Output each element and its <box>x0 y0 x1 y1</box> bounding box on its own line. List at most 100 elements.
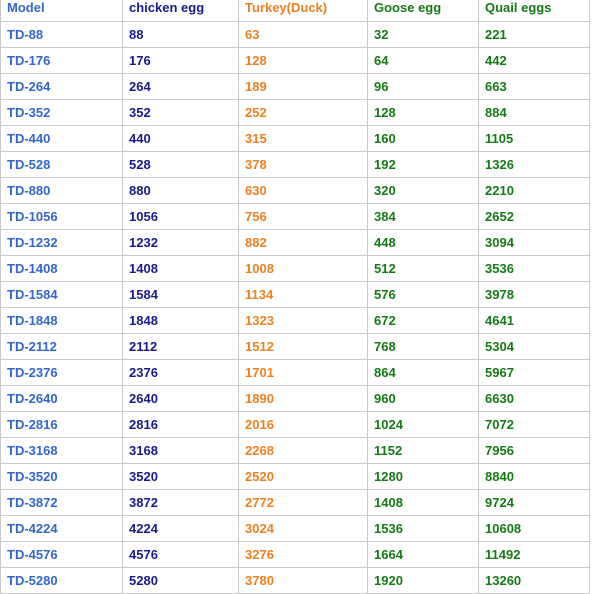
cell-goose-egg: 864 <box>367 359 479 386</box>
cell-quail-eggs: 442 <box>478 47 590 74</box>
table-row: TD-1232 1232 882 448 3094 <box>0 229 590 256</box>
cell-chicken-egg: 880 <box>122 177 239 204</box>
cell-goose-egg: 64 <box>367 47 479 74</box>
cell-turkey-duck: 378 <box>238 151 368 178</box>
cell-chicken-egg: 88 <box>122 21 239 48</box>
column-header-chicken-egg[interactable]: chicken egg <box>122 0 239 22</box>
cell-model: TD-4224 <box>0 515 123 542</box>
cell-turkey-duck: 189 <box>238 73 368 100</box>
cell-model: TD-2112 <box>0 333 123 360</box>
cell-goose-egg: 1024 <box>367 411 479 438</box>
cell-goose-egg: 1280 <box>367 463 479 490</box>
cell-quail-eggs: 10608 <box>478 515 590 542</box>
cell-goose-egg: 128 <box>367 99 479 126</box>
cell-quail-eggs: 6630 <box>478 385 590 412</box>
table-row: TD-880 880 630 320 2210 <box>0 177 590 204</box>
table-row: TD-528 528 378 192 1326 <box>0 151 590 178</box>
cell-goose-egg: 1152 <box>367 437 479 464</box>
cell-goose-egg: 96 <box>367 73 479 100</box>
cell-model: TD-2816 <box>0 411 123 438</box>
column-header-model[interactable]: Model <box>0 0 123 22</box>
table-row: TD-2376 2376 1701 864 5967 <box>0 359 590 386</box>
cell-model: TD-88 <box>0 21 123 48</box>
cell-model: TD-2376 <box>0 359 123 386</box>
cell-turkey-duck: 3780 <box>238 567 368 594</box>
cell-turkey-duck: 1512 <box>238 333 368 360</box>
cell-turkey-duck: 3024 <box>238 515 368 542</box>
cell-chicken-egg: 2376 <box>122 359 239 386</box>
cell-chicken-egg: 440 <box>122 125 239 152</box>
cell-turkey-duck: 1134 <box>238 281 368 308</box>
cell-turkey-duck: 630 <box>238 177 368 204</box>
cell-goose-egg: 960 <box>367 385 479 412</box>
table-row: TD-3872 3872 2772 1408 9724 <box>0 489 590 516</box>
cell-quail-eggs: 884 <box>478 99 590 126</box>
cell-model: TD-3520 <box>0 463 123 490</box>
cell-turkey-duck: 2520 <box>238 463 368 490</box>
cell-quail-eggs: 7956 <box>478 437 590 464</box>
table-row: TD-3168 3168 2268 1152 7956 <box>0 437 590 464</box>
cell-goose-egg: 1920 <box>367 567 479 594</box>
cell-chicken-egg: 3520 <box>122 463 239 490</box>
cell-chicken-egg: 2816 <box>122 411 239 438</box>
cell-turkey-duck: 2016 <box>238 411 368 438</box>
table-row: TD-2112 2112 1512 768 5304 <box>0 333 590 360</box>
table-body: TD-88 88 63 32 221 TD-176 176 128 64 442 TD-264 264… <box>0 21 590 594</box>
cell-goose-egg: 512 <box>367 255 479 282</box>
cell-turkey-duck: 1701 <box>238 359 368 386</box>
cell-model: TD-176 <box>0 47 123 74</box>
cell-turkey-duck: 252 <box>238 99 368 126</box>
table-row: TD-1584 1584 1134 576 3978 <box>0 281 590 308</box>
cell-quail-eggs: 3094 <box>478 229 590 256</box>
cell-goose-egg: 1408 <box>367 489 479 516</box>
cell-model: TD-264 <box>0 73 123 100</box>
cell-chicken-egg: 1232 <box>122 229 239 256</box>
cell-model: TD-3168 <box>0 437 123 464</box>
cell-model: TD-3872 <box>0 489 123 516</box>
cell-turkey-duck: 1323 <box>238 307 368 334</box>
cell-goose-egg: 768 <box>367 333 479 360</box>
cell-model: TD-2640 <box>0 385 123 412</box>
column-header-quail-eggs[interactable]: Quail eggs <box>478 0 590 22</box>
cell-quail-eggs: 3978 <box>478 281 590 308</box>
cell-quail-eggs: 9724 <box>478 489 590 516</box>
cell-quail-eggs: 4641 <box>478 307 590 334</box>
table-row: TD-2640 2640 1890 960 6630 <box>0 385 590 412</box>
cell-quail-eggs: 1105 <box>478 125 590 152</box>
cell-goose-egg: 320 <box>367 177 479 204</box>
column-header-goose-egg[interactable]: Goose egg <box>367 0 479 22</box>
cell-chicken-egg: 1848 <box>122 307 239 334</box>
cell-quail-eggs: 2210 <box>478 177 590 204</box>
table-header: Model chicken egg Turkey(Duck) Goose egg… <box>0 0 590 22</box>
cell-chicken-egg: 1056 <box>122 203 239 230</box>
cell-turkey-duck: 882 <box>238 229 368 256</box>
table-row: TD-1848 1848 1323 672 4641 <box>0 307 590 334</box>
cell-turkey-duck: 315 <box>238 125 368 152</box>
cell-chicken-egg: 264 <box>122 73 239 100</box>
cell-goose-egg: 448 <box>367 229 479 256</box>
table-row: TD-88 88 63 32 221 <box>0 21 590 48</box>
cell-goose-egg: 384 <box>367 203 479 230</box>
cell-quail-eggs: 8840 <box>478 463 590 490</box>
cell-turkey-duck: 2268 <box>238 437 368 464</box>
cell-chicken-egg: 5280 <box>122 567 239 594</box>
cell-quail-eggs: 3536 <box>478 255 590 282</box>
cell-turkey-duck: 2772 <box>238 489 368 516</box>
column-header-turkey-duck[interactable]: Turkey(Duck) <box>238 0 368 22</box>
cell-model: TD-1584 <box>0 281 123 308</box>
table-row: TD-264 264 189 96 663 <box>0 73 590 100</box>
cell-chicken-egg: 1584 <box>122 281 239 308</box>
cell-model: TD-1848 <box>0 307 123 334</box>
cell-quail-eggs: 2652 <box>478 203 590 230</box>
cell-model: TD-880 <box>0 177 123 204</box>
cell-quail-eggs: 7072 <box>478 411 590 438</box>
cell-chicken-egg: 176 <box>122 47 239 74</box>
cell-model: TD-528 <box>0 151 123 178</box>
cell-chicken-egg: 3872 <box>122 489 239 516</box>
table-row: TD-5280 5280 3780 1920 13260 <box>0 567 590 594</box>
cell-quail-eggs: 5304 <box>478 333 590 360</box>
cell-turkey-duck: 756 <box>238 203 368 230</box>
cell-quail-eggs: 221 <box>478 21 590 48</box>
